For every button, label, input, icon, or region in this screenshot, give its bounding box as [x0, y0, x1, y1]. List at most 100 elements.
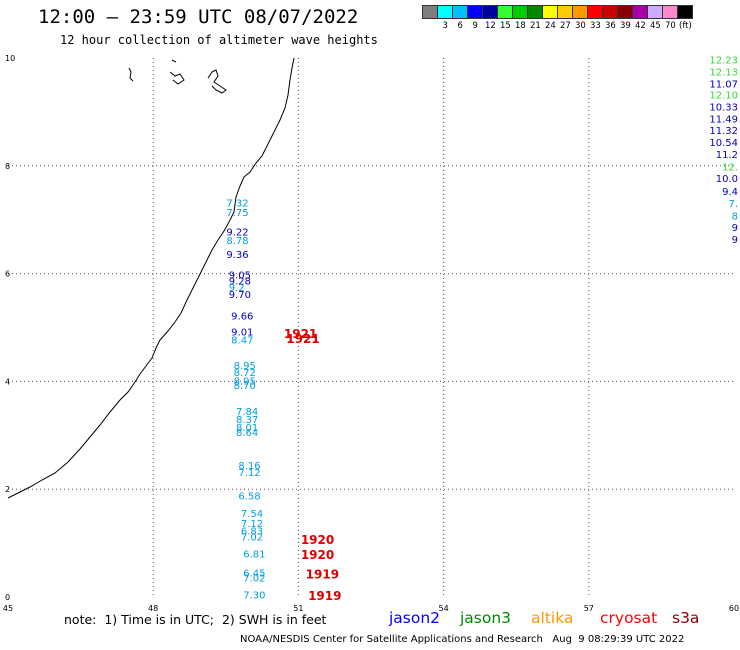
wave-height-label: 8.95 — [234, 361, 256, 372]
wave-height-label: 9.22 — [226, 228, 248, 239]
wave-height-label: 9.36 — [226, 250, 248, 261]
map-grid — [8, 58, 734, 597]
wave-height-label: 8.47 — [231, 335, 253, 346]
islands — [128, 59, 227, 94]
wave-height-label: 9.2 — [229, 283, 245, 294]
wave-height-label: 7.12 — [241, 519, 263, 530]
x-tick-label: 45 — [3, 604, 13, 613]
y-tick-label: 10 — [5, 54, 15, 63]
x-tick-label: 60 — [729, 604, 739, 613]
axis-tick-labels: 45 48 51 54 57 60 0 2 4 6 8 10 — [3, 54, 739, 613]
island-outline — [207, 69, 227, 94]
legend-value-label: 36 — [605, 21, 616, 31]
wave-height-label: 8.16 — [238, 461, 260, 472]
legend-value-label: 45 — [650, 21, 661, 31]
credit-text: NOAA/NESDIS Center for Satellite Applica… — [240, 634, 543, 645]
generated-timestamp: Aug 9 08:29:39 UTC 2022 — [552, 634, 685, 645]
pass-time-label: 1919 — [306, 567, 339, 581]
wave-height-label: 6.83 — [241, 527, 263, 538]
legend-value-label: 70 — [665, 21, 676, 31]
legend-value-label: 27 — [560, 21, 571, 31]
pass-time-label: 1920 — [301, 533, 334, 547]
pass-time-label: 1921 — [284, 327, 317, 341]
wave-height-label: 6.58 — [238, 492, 260, 503]
wave-height-label: 6.45 — [243, 569, 265, 580]
wave-height-label: 8.01 — [236, 423, 258, 434]
legend-value-label: 21 — [530, 21, 541, 31]
wave-height-label: 7.02 — [243, 574, 265, 585]
wave-height-label: 9 — [732, 235, 738, 246]
pass-time-label: 1921 — [286, 332, 319, 346]
wave-height-label: 9.66 — [231, 312, 253, 323]
legend-value-label: 39 — [620, 21, 631, 31]
wave-height-label: 7.54 — [241, 509, 263, 520]
wave-height-label: 7.75 — [226, 208, 248, 219]
satellite-label-jason2: jason2 — [389, 609, 441, 627]
legend-value-label: 30 — [575, 21, 586, 31]
pass-time-label: 1919 — [308, 589, 341, 603]
wave-height-label: 12.13 — [709, 67, 738, 78]
wave-height-label: 8.64 — [236, 428, 258, 439]
wave-height-label: 9.28 — [229, 277, 251, 288]
wave-height-label: 7. — [728, 199, 738, 210]
legend-value-label: 9 — [472, 21, 478, 31]
wave-height-label: 12.10 — [709, 91, 738, 102]
coastline — [7, 57, 295, 499]
wave-height-label: 8.78 — [226, 236, 248, 247]
x-tick-label: 48 — [148, 604, 158, 613]
wave-height-label: 9.01 — [231, 327, 253, 338]
wave-height-label: 8 — [732, 211, 738, 222]
wave-height-label: 10.0 — [716, 174, 738, 185]
legend-value-label: 18 — [515, 21, 526, 31]
legend-value-label: 15 — [500, 21, 511, 31]
legend-unit-label: (ft) — [679, 21, 692, 31]
wave-height-label: 11.07 — [709, 79, 738, 90]
y-tick-label: 2 — [5, 485, 10, 494]
track-wave-heights: 7.327.75 9.228.78 9.36 9.059.289.29.70 9.66 9… — [226, 198, 265, 601]
wave-height-label: 7.30 — [243, 590, 265, 601]
legend-value-label: 12 — [485, 21, 496, 31]
satellite-label-cryosat: cryosat — [600, 609, 658, 627]
wave-height-label: 10.54 — [709, 138, 738, 149]
legend-value-label: 3 — [442, 21, 448, 31]
island-outline — [169, 59, 185, 85]
color-legend — [422, 5, 693, 19]
wave-height-label: 12. — [722, 162, 738, 173]
credit-footer: NOAA/NESDIS Center for Satellite Applica… — [240, 634, 684, 645]
wave-height-label: 6.81 — [243, 549, 265, 560]
x-tick-label: 57 — [584, 604, 594, 613]
wave-height-label: 9.4 — [722, 187, 738, 198]
satellite-label-jason3: jason3 — [460, 609, 512, 627]
y-tick-label: 8 — [5, 162, 10, 171]
y-tick-label: 6 — [5, 270, 10, 279]
wave-height-label: 9 — [732, 223, 738, 234]
legend-value-label: 42 — [635, 21, 646, 31]
x-tick-label: 51 — [293, 604, 303, 613]
wave-height-label: 8.37 — [236, 415, 258, 426]
wave-height-label: 7.32 — [226, 198, 248, 209]
legend-value-label: 6 — [457, 21, 463, 31]
wave-height-label: 9.70 — [229, 290, 251, 301]
wave-height-label: 7.02 — [241, 533, 263, 544]
wave-height-label: 7.12 — [238, 468, 260, 479]
color-legend-labels: 3 6 9 12 15 18 21 24 27 30 33 36 39 42 45 70 (ft) — [422, 21, 740, 33]
wave-height-label: 8.70 — [234, 381, 256, 392]
wave-height-label: 11.2 — [716, 150, 738, 161]
wave-height-label: 10.33 — [709, 103, 738, 114]
footnote: note: 1) Time is in UTC; 2) SWH is in fe… — [64, 612, 327, 627]
edge-wave-heights: 12.2312.1311.0712.1010.3311.4911.3210.54… — [709, 56, 738, 246]
wave-height-label: 11.49 — [709, 114, 738, 125]
legend-value-label: 33 — [590, 21, 601, 31]
legend-value-label: 24 — [545, 21, 556, 31]
wave-height-label: 7.84 — [236, 407, 258, 418]
y-tick-label: 0 — [5, 593, 10, 602]
map-subtitle: 12 hour collection of altimeter wave hei… — [60, 33, 378, 47]
legend-swatch — [677, 5, 693, 19]
map-title: 12:00 – 23:59 UTC 08/07/2022 — [38, 6, 359, 28]
satellite-label-altika: altika — [531, 609, 574, 627]
x-tick-label: 54 — [439, 604, 449, 613]
wave-height-label: 8.72 — [234, 368, 256, 379]
wave-height-label: 12.23 — [709, 56, 738, 67]
